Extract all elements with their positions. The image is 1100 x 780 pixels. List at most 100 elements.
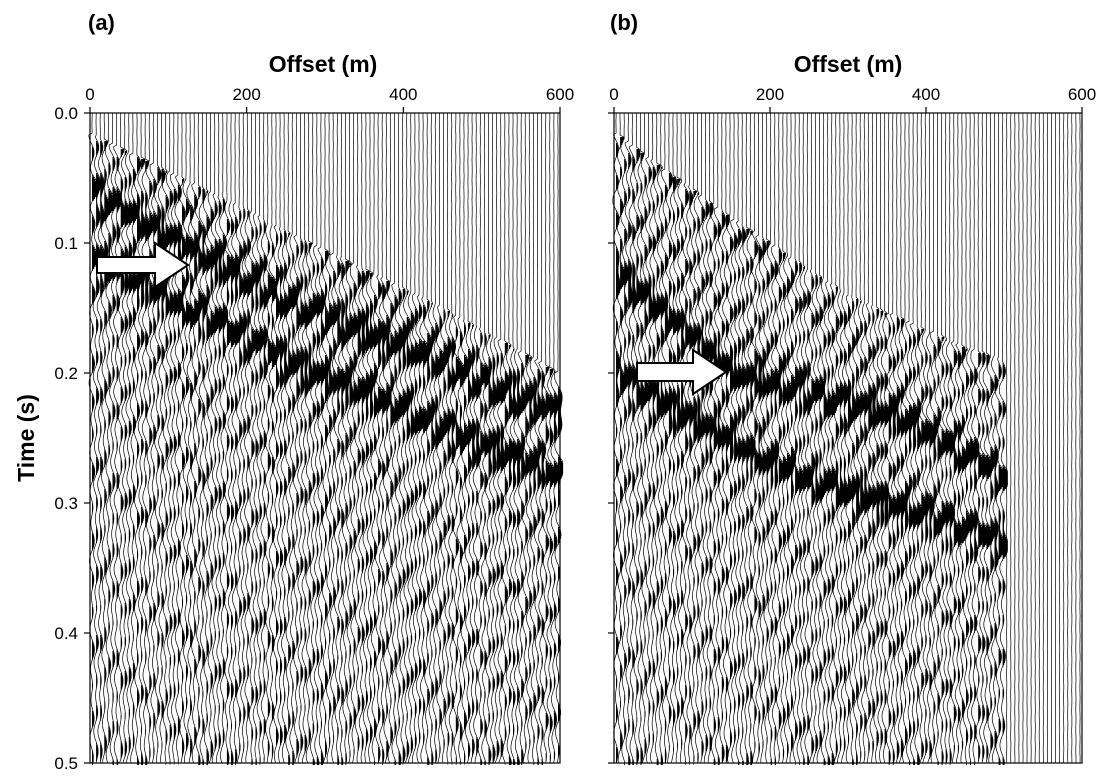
trace-wiggle — [366, 112, 376, 764]
trace-wiggle — [411, 112, 421, 764]
trace-fill — [705, 201, 711, 753]
trace-fill — [177, 183, 183, 765]
trace-wiggle — [313, 113, 323, 764]
trace-wiggle — [309, 113, 318, 764]
trace-fill — [529, 357, 535, 747]
trace-wiggle — [341, 112, 351, 764]
trace-fill — [921, 329, 927, 759]
trace-fill — [419, 303, 424, 743]
panel-b-arrow — [636, 348, 728, 396]
trace-wiggle — [333, 112, 343, 763]
trace-fill — [656, 165, 662, 765]
trace-fill — [390, 303, 396, 745]
trace-fill — [443, 309, 449, 749]
y-tick-label: 0.3 — [54, 494, 78, 513]
trace-fill — [435, 323, 441, 763]
trace-wiggle — [681, 113, 691, 764]
trace-fill — [778, 249, 784, 761]
trace-wiggle — [513, 112, 523, 764]
trace-fill — [1002, 363, 1008, 765]
trace-fill — [827, 293, 833, 765]
trace-fill — [892, 323, 898, 765]
trace-wiggle — [501, 112, 511, 764]
trace-fill — [239, 211, 244, 753]
x-tick-label: 0 — [609, 85, 618, 104]
trace-fill — [292, 253, 298, 765]
trace-fill — [325, 251, 330, 757]
trace-fill — [884, 313, 890, 747]
trace-fill — [182, 179, 187, 757]
trace-fill — [553, 371, 559, 761]
trace-fill — [202, 189, 208, 765]
trace-wiggle — [677, 113, 687, 764]
trace-fill — [190, 205, 195, 757]
trace-fill — [652, 167, 658, 745]
panel-b-x-axis-title: Offset (m) — [794, 51, 903, 77]
trace-fill — [247, 211, 253, 747]
trace-fill — [476, 345, 482, 755]
trace-fill — [316, 263, 322, 765]
trace-fill — [304, 241, 310, 753]
panel-b-y-ticks — [608, 112, 614, 764]
trace-wiggle — [758, 112, 768, 764]
trace-fill — [521, 363, 526, 765]
trace-fill — [402, 289, 408, 765]
trace-wiggle — [100, 112, 110, 763]
trace-fill — [398, 289, 404, 765]
trace-wiggle — [256, 112, 265, 764]
trace-fill — [750, 231, 756, 765]
trace-fill — [169, 191, 175, 765]
trace-fill — [427, 301, 432, 765]
trace-fill — [370, 273, 375, 743]
x-tick-label: 400 — [389, 85, 417, 104]
trace-fill — [361, 271, 367, 751]
trace-fill — [697, 193, 703, 763]
trace-fill — [161, 169, 167, 749]
trace-fill — [186, 199, 191, 751]
trace-fill — [320, 257, 326, 765]
trace-fill — [504, 343, 510, 765]
trace-fill — [124, 151, 130, 757]
trace-wiggle — [190, 112, 200, 764]
trace-fill — [961, 347, 967, 751]
trace-fill — [296, 245, 302, 757]
trace-fill — [243, 209, 249, 751]
trace-fill — [235, 217, 240, 765]
trace-fill — [349, 263, 355, 759]
trace-fill — [624, 159, 629, 765]
trace-wiggle — [264, 112, 273, 764]
trace-wiggle — [219, 112, 229, 764]
trace-fill — [929, 355, 935, 759]
trace-fill — [880, 311, 886, 747]
trace-fill — [541, 371, 547, 765]
trace-fill — [823, 295, 829, 765]
trace-fill — [525, 355, 531, 751]
trace-fill — [112, 157, 118, 765]
trace-fill — [210, 207, 216, 759]
trace-wiggle — [958, 113, 968, 764]
trace-fill — [758, 245, 764, 755]
trace-wiggle — [811, 113, 821, 763]
trace-wiggle — [999, 112, 1008, 764]
trace-fill — [986, 355, 992, 761]
trace-wiggle — [848, 112, 858, 764]
panel-a-arrow-shape — [96, 241, 190, 289]
trace-fill — [259, 223, 265, 765]
trace-wiggle — [182, 112, 192, 764]
trace-fill — [856, 299, 861, 765]
trace-fill — [116, 157, 122, 765]
trace-fill — [280, 233, 285, 745]
trace-wiggle — [386, 112, 396, 764]
trace-fill — [949, 363, 955, 765]
trace-wiggle — [415, 112, 425, 764]
trace-wiggle — [141, 112, 151, 764]
trace-fill — [864, 321, 870, 759]
x-tick-label: 0 — [85, 85, 94, 104]
trace-wiggle — [787, 112, 797, 764]
trace-fill — [701, 207, 707, 757]
trace-fill — [664, 185, 670, 763]
trace-fill — [966, 349, 971, 765]
trace-wiggle — [649, 112, 658, 764]
trace-wiggle — [252, 112, 261, 764]
